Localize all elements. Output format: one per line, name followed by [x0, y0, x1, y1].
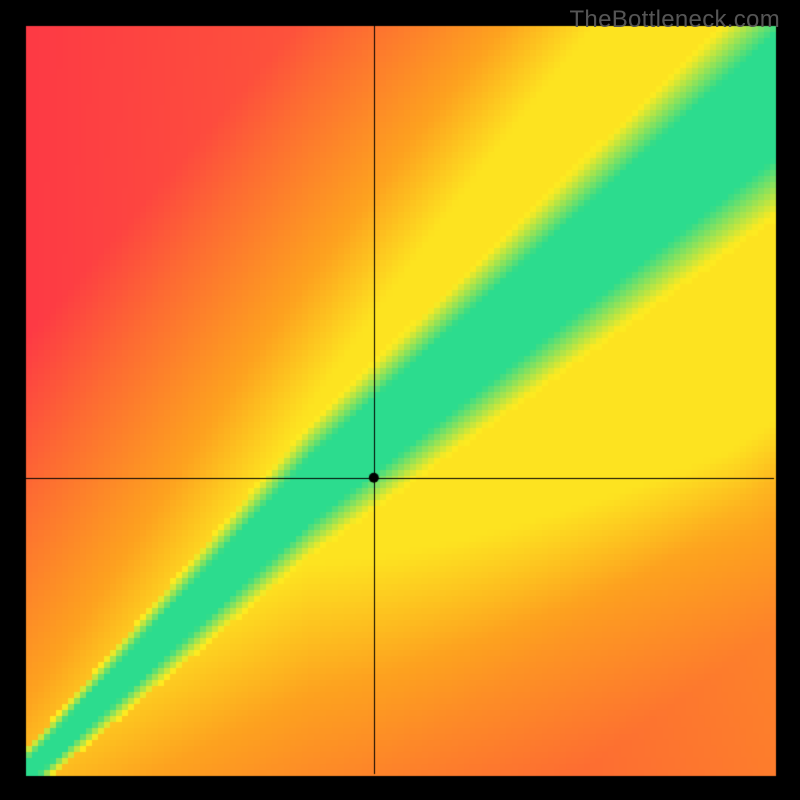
bottleneck-heatmap	[0, 0, 800, 800]
chart-container: TheBottleneck.com	[0, 0, 800, 800]
watermark-text: TheBottleneck.com	[569, 6, 780, 34]
